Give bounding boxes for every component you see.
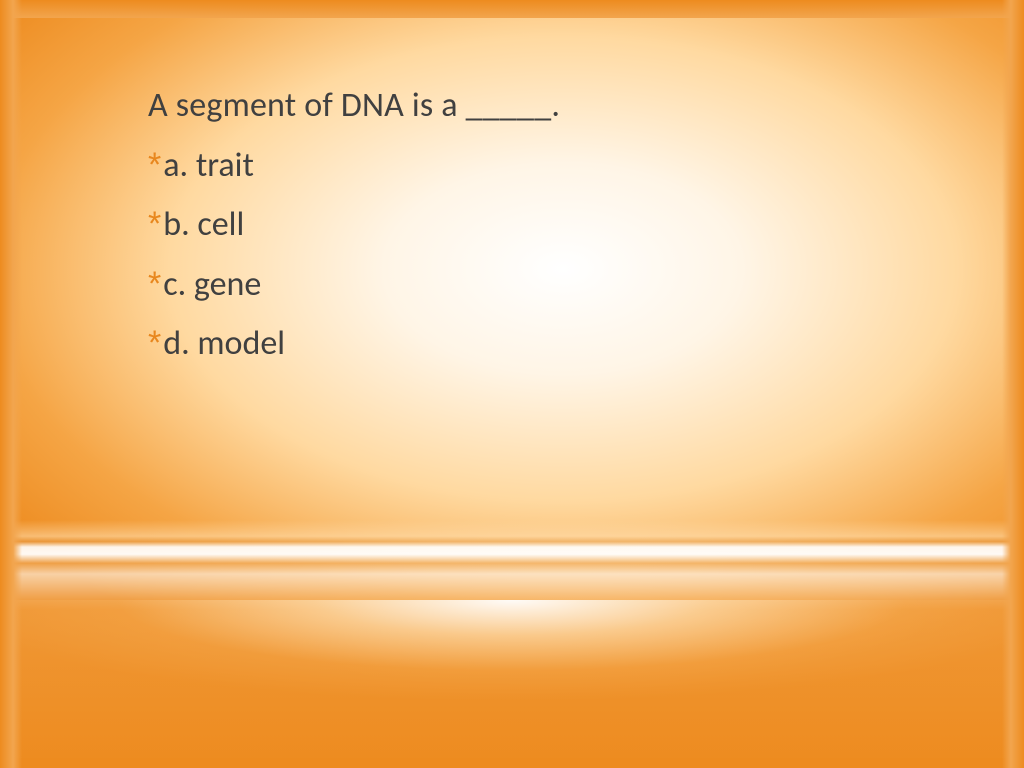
bullet-icon: * <box>148 146 161 184</box>
frame-edge-top <box>0 0 1024 18</box>
option-a: *a. trait <box>148 136 964 195</box>
option-separator: . <box>181 204 197 245</box>
bullet-icon: * <box>148 205 161 243</box>
option-b: *b. cell <box>148 195 964 254</box>
bullet-icon: * <box>148 265 161 303</box>
option-d: *d. model <box>148 314 964 373</box>
frame-edge-left <box>0 0 22 768</box>
option-letter: c <box>163 264 177 305</box>
horizon-band <box>0 520 1024 610</box>
option-text: model <box>197 323 285 364</box>
option-separator: . <box>181 323 197 364</box>
frame-edge-right <box>1002 0 1024 768</box>
option-letter: d <box>163 323 181 364</box>
option-text: trait <box>196 145 254 186</box>
option-text: cell <box>197 204 244 245</box>
frame-edge-bottom <box>0 758 1024 768</box>
option-c: *c. gene <box>148 255 964 314</box>
slide: A segment of DNA is a _____. *a. trait *… <box>0 0 1024 768</box>
option-text: gene <box>194 264 261 305</box>
option-letter: b <box>163 204 181 245</box>
option-separator: . <box>180 145 196 186</box>
content-area: A segment of DNA is a _____. *a. trait *… <box>148 85 964 374</box>
options-list: *a. trait *b. cell *c. gene *d. model <box>148 136 964 374</box>
bullet-icon: * <box>148 324 161 362</box>
question-text: A segment of DNA is a _____. <box>148 85 964 126</box>
reflection-gradient <box>0 600 1024 768</box>
option-separator: . <box>178 264 194 305</box>
option-letter: a <box>163 145 179 186</box>
